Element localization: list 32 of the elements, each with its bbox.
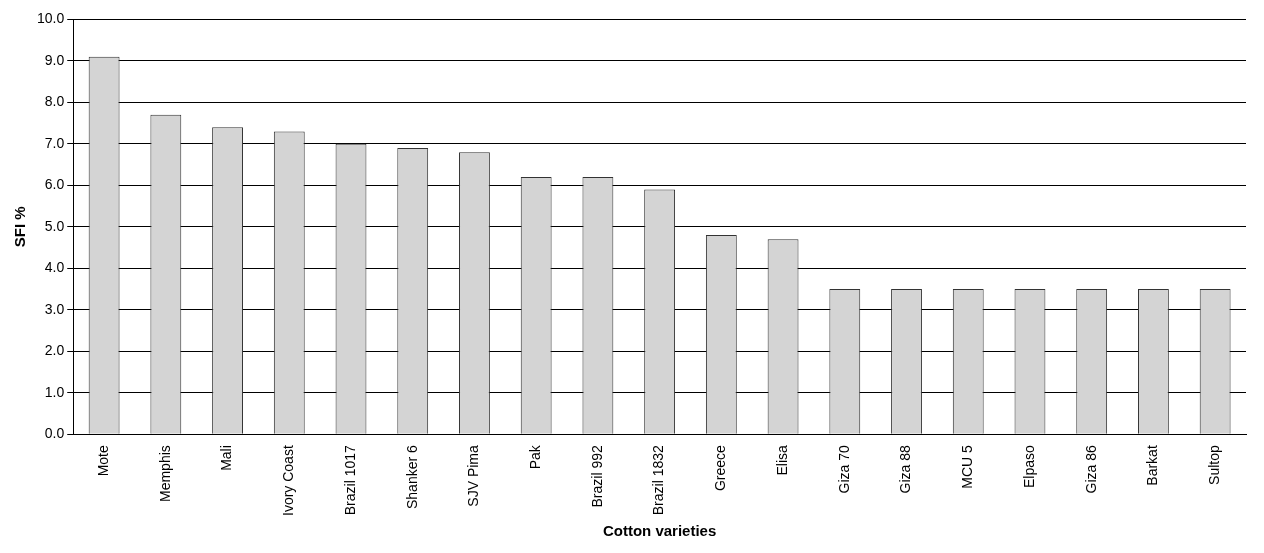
x-axis-title: Cotton varieties — [602, 522, 717, 540]
x-tick-label: Mote — [94, 444, 111, 477]
x-tick-label: Greece — [712, 445, 729, 492]
y-tick-label: 4.0 — [44, 259, 65, 276]
x-tick-label: Brazil 1017 — [341, 444, 358, 516]
y-tick-label: 0.0 — [44, 425, 65, 442]
y-tick-label: 9.0 — [44, 51, 65, 68]
x-tick-label: Giza 86 — [1082, 444, 1099, 494]
y-tick-label: 8.0 — [44, 93, 65, 110]
x-tick-label: Sultop — [1206, 444, 1222, 485]
y-tick-label: 1.0 — [44, 383, 65, 400]
x-tick-label: Shanker 6 — [403, 444, 420, 510]
x-tick-label: Mali — [218, 445, 235, 471]
x-tick-label: Brazil 1832 — [650, 444, 667, 516]
x-tick-label: Elpaso — [1020, 444, 1037, 489]
x-tick-label: MCU 5 — [959, 444, 976, 489]
y-tick-label: 3.0 — [44, 300, 65, 317]
x-tick-label: Barkat — [1144, 445, 1161, 486]
y-tick-label: 10.0 — [37, 10, 65, 27]
x-tick-label: Elisa — [773, 445, 790, 476]
y-tick-label: 7.0 — [44, 134, 65, 151]
x-tick-label: Giza 70 — [835, 444, 852, 494]
x-tick-label: Brazil 992 — [588, 445, 605, 508]
y-tick-label: 5.0 — [44, 217, 65, 234]
x-tick-label: Ivory Coast — [280, 445, 297, 517]
x-tick-label: Memphis — [156, 445, 173, 502]
x-tick-label: Pak — [527, 444, 544, 470]
x-tick-label: Giza 88 — [897, 444, 914, 494]
y-axis-title: SFI % — [11, 206, 29, 248]
y-tick-label: 2.0 — [44, 342, 65, 359]
y-tick-label: 6.0 — [44, 176, 65, 193]
x-tick-label: SJV Pima — [465, 444, 482, 507]
